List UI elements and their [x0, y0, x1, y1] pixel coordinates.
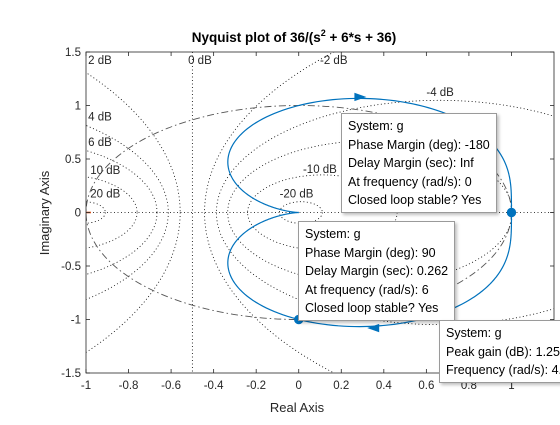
- direction-arrow: [367, 323, 380, 333]
- datatip-line: Closed loop stable? Yes: [305, 301, 439, 315]
- x-tick-label: -0.4: [204, 380, 224, 392]
- m-circle-label: 2 dB: [88, 55, 112, 67]
- datatip-line: Peak gain (dB): 1.25: [446, 344, 560, 359]
- datatip-line: Delay Margin (sec): Inf: [348, 156, 474, 170]
- datatip-line: Frequency (rad/s): 4.24: [446, 363, 560, 377]
- y-axis-label: Imaginary Axis: [37, 170, 52, 255]
- y-tick-label: -1: [71, 315, 81, 327]
- m-circle-label: -2 dB: [320, 55, 348, 67]
- m-circle-label: 6 dB: [88, 137, 112, 149]
- datatip-marker: [506, 207, 517, 218]
- y-tick-label: 0: [75, 208, 81, 220]
- m-circle--20db: [278, 201, 323, 224]
- x-tick-label: 0.2: [333, 380, 349, 392]
- title-main: Nyquist plot of 36/(s: [192, 30, 321, 45]
- m-circle-4db: [86, 125, 169, 300]
- x-tick-label: 0.6: [418, 380, 434, 392]
- datatip-line: System: g: [305, 227, 361, 241]
- m-circle--10db: [247, 174, 398, 251]
- m-circle-label: -10 dB: [303, 164, 337, 176]
- x-tick-label: 0.4: [376, 380, 393, 392]
- m-circle-label: -20 dB: [280, 189, 314, 201]
- datatip-phase-margin-1[interactable]: System: g Phase Margin (deg): 90 Delay M…: [298, 221, 456, 321]
- title-rest: + 6*s + 36): [326, 30, 397, 45]
- m-circle-label: 0 dB: [188, 55, 212, 67]
- y-tick-label: -0.5: [61, 261, 81, 273]
- m-circle-10db: [86, 176, 138, 249]
- axes: -1 -0.8 -0.6 -0.4 -0.2 0 0.2 0.4 0.6 0.8 1-1.5-1-0…: [61, 47, 555, 392]
- x-tick-label: -1: [81, 380, 91, 392]
- y-tick-label: 0.5: [65, 154, 81, 166]
- datatip-phase-margin-0[interactable]: System: g Phase Margin (deg): -180 Delay…: [341, 113, 497, 213]
- datatip-line: Phase Margin (deg): 90: [305, 245, 436, 260]
- datatip-line: System: g: [446, 326, 502, 340]
- x-tick-label: -0.8: [119, 380, 139, 392]
- y-tick-label: 1.5: [65, 47, 81, 59]
- y-tick-label: -1.5: [61, 368, 81, 380]
- datatip-line: System: g: [348, 119, 404, 133]
- datatip-peak-gain[interactable]: System: g Peak gain (dB): 1.25 Frequency…: [439, 320, 560, 383]
- title-superscript: 2: [321, 28, 326, 38]
- x-tick-label: -0.6: [161, 380, 181, 392]
- m-circle-6db: [86, 150, 158, 275]
- datatip-line: At frequency (rad/s): 0: [348, 174, 472, 189]
- x-tick-label: 1: [508, 380, 514, 392]
- y-tick-label: 1: [75, 101, 81, 113]
- chart-title: Nyquist plot of 36/(s2 + 6*s + 36): [192, 28, 397, 45]
- m-circle-label: -4 dB: [426, 87, 454, 99]
- m-circle-label: 10 dB: [90, 165, 120, 177]
- x-tick-label: 0.8: [461, 380, 477, 392]
- datatip-line: Phase Margin (deg): -180: [348, 137, 490, 152]
- m-circle-label: 4 dB: [88, 111, 112, 123]
- x-axis-label: Real Axis: [270, 400, 325, 415]
- x-tick-label: -0.2: [246, 380, 266, 392]
- direction-arrow: [354, 92, 367, 102]
- m-circle-label: 20 dB: [90, 189, 120, 201]
- datatip-line: At frequency (rad/s): 6: [305, 282, 429, 297]
- datatip-line: Closed loop stable? Yes: [348, 193, 482, 207]
- m-circle-20db: [86, 201, 106, 224]
- x-tick-label: 0: [296, 380, 302, 392]
- datatip-line: Delay Margin (sec): 0.262: [305, 264, 449, 278]
